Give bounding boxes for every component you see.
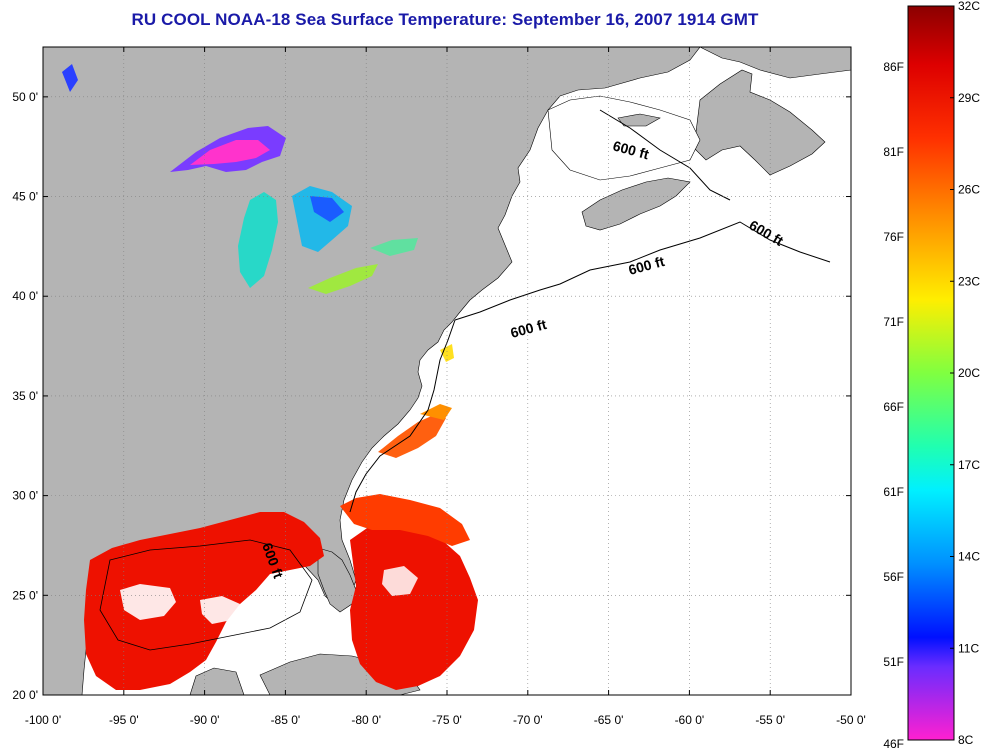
colorbar-celsius-label: 11C bbox=[958, 641, 979, 655]
colorbar-celsius-label: 29C bbox=[958, 91, 980, 105]
hudson-bay-lakes bbox=[62, 64, 78, 92]
colorbar-celsius-label: 32C bbox=[958, 0, 980, 13]
lake-michigan bbox=[238, 192, 278, 288]
colorbar-fahrenheit-label: 86F bbox=[883, 60, 904, 74]
caribbean-gaps bbox=[382, 566, 418, 596]
lat-tick-label: 25 0' bbox=[12, 588, 38, 602]
lake-ontario bbox=[370, 238, 418, 256]
latitude-labels: 20 0' 25 0' 30 0' 35 0' 40 0' 45 0' 50 0' bbox=[12, 90, 851, 702]
lake-superior-warm bbox=[190, 140, 270, 165]
colorbar-celsius-label: 14C bbox=[958, 550, 980, 564]
lake-huron bbox=[292, 186, 352, 252]
map-grid bbox=[43, 47, 851, 695]
colorbar-celsius-label: 23C bbox=[958, 274, 980, 288]
lon-tick-label: -85 0' bbox=[271, 713, 301, 727]
gulf-stream-warm bbox=[378, 414, 446, 458]
colorbar-fahrenheit-label: 46F bbox=[883, 737, 904, 751]
map-plot-area bbox=[42, 46, 852, 696]
lon-tick-label: -50 0' bbox=[836, 713, 866, 727]
colorbar-fahrenheit-label: 71F bbox=[883, 315, 904, 329]
lat-tick-label: 50 0' bbox=[12, 90, 38, 104]
lake-erie bbox=[308, 264, 378, 294]
longitude-labels: -100 0' -95 0' -90 0' -85 0' -80 0' -75 0' -70… bbox=[25, 47, 866, 727]
lon-tick-label: -55 0' bbox=[755, 713, 785, 727]
atlantic-sw-sst bbox=[340, 494, 470, 546]
newfoundland-land bbox=[693, 69, 826, 176]
lake-huron-cool bbox=[310, 196, 344, 222]
anticosti-land bbox=[617, 113, 661, 127]
colorbar-fahrenheit-label: 56F bbox=[883, 570, 904, 584]
colorbar-celsius-label: 26C bbox=[958, 183, 980, 197]
colorbar-celsius-labels: 32C 29C 26C 23C 20C 17C 14C 11C 8C bbox=[950, 0, 980, 747]
lon-tick-label: -80 0' bbox=[351, 713, 381, 727]
colorbar-celsius-label: 8C bbox=[958, 733, 974, 747]
colorbar-fahrenheit-labels: 86F 81F 76F 71F 66F 61F 56F 51F 46F bbox=[883, 60, 904, 751]
gulf-stream-hot bbox=[420, 404, 452, 420]
lat-tick-label: 20 0' bbox=[12, 688, 38, 702]
colorbar-gradient bbox=[907, 5, 955, 741]
colorbar-celsius-label: 20C bbox=[958, 366, 980, 380]
gulf-st-lawrence bbox=[547, 95, 701, 181]
nova-scotia-land bbox=[581, 177, 691, 231]
depth-contour-600ft-north bbox=[599, 109, 731, 201]
lat-tick-label: 45 0' bbox=[12, 190, 38, 204]
depth-contour-600ft-south bbox=[349, 319, 456, 513]
lat-tick-label: 30 0' bbox=[12, 489, 38, 503]
colorbar-fahrenheit-label: 81F bbox=[883, 145, 904, 159]
lon-tick-label: -65 0' bbox=[594, 713, 624, 727]
colorbar-fahrenheit-label: 76F bbox=[883, 230, 904, 244]
lon-tick-label: -75 0' bbox=[432, 713, 462, 727]
lat-tick-label: 40 0' bbox=[12, 289, 38, 303]
lon-tick-label: -95 0' bbox=[109, 713, 139, 727]
gulf-mexico-gaps-2 bbox=[200, 596, 240, 624]
colorbar-fahrenheit-label: 61F bbox=[883, 485, 904, 499]
lon-tick-label: -60 0' bbox=[675, 713, 705, 727]
lon-tick-label: -100 0' bbox=[25, 713, 61, 727]
colorbar: 32C 29C 26C 23C 20C 17C 14C 11C 8C 86F 81F 76F 71F 6… bbox=[883, 0, 980, 751]
lon-tick-label: -90 0' bbox=[190, 713, 220, 727]
depth-contour-600ft-gulf bbox=[99, 539, 313, 651]
caribbean-sst bbox=[350, 522, 478, 690]
lon-tick-label: -70 0' bbox=[513, 713, 543, 727]
colorbar-fahrenheit-label: 51F bbox=[883, 655, 904, 669]
lat-tick-label: 35 0' bbox=[12, 389, 38, 403]
colorbar-fahrenheit-label: 66F bbox=[883, 400, 904, 414]
gulf-mexico-gaps bbox=[120, 584, 176, 620]
map-title: RU COOL NOAA-18 Sea Surface Temperature:… bbox=[131, 10, 759, 29]
colorbar-celsius-label: 17C bbox=[958, 458, 980, 472]
chesapeake-warm bbox=[440, 344, 454, 362]
